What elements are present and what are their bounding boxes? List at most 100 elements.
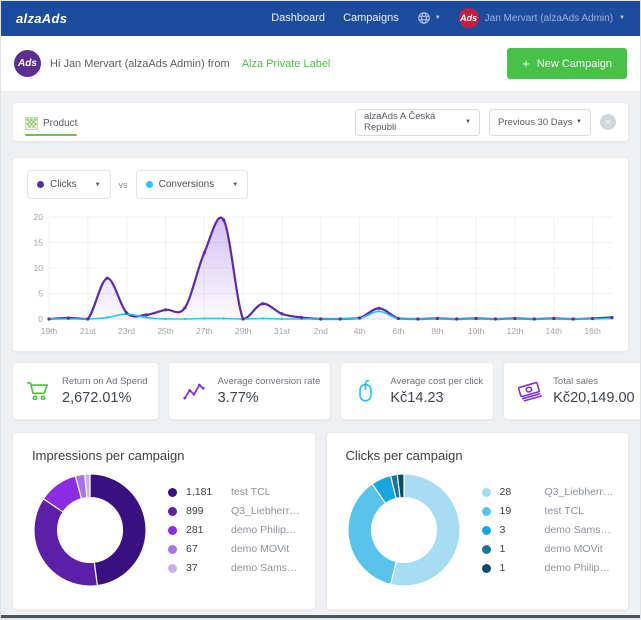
legend-item: 67demo MOVit	[168, 540, 301, 559]
stat-text: Total sales Kč20,149.00	[553, 376, 634, 406]
clicks-series-dot	[37, 181, 44, 188]
nav-campaigns[interactable]: Campaigns	[343, 12, 399, 24]
chevron-down-icon: ▼	[232, 182, 238, 188]
clicks-point	[572, 317, 575, 320]
legend-label: demo MOVit	[545, 543, 603, 555]
conversions-point	[223, 317, 225, 319]
donut-row: Impressions per campaign 1,181test TCL89…	[12, 432, 629, 610]
private-label-link[interactable]: Alza Private Label	[242, 58, 331, 70]
chevron-down-icon: ▼	[95, 182, 101, 188]
timeseries-chart-card: Clicks ▼ vs Conversions ▼ 0510152019th21…	[12, 157, 629, 352]
conversions-point	[164, 318, 166, 320]
legend-label: Q3_Liebherr_mrazá…	[231, 505, 301, 517]
legend-label: Q3_Liebherr_mrazá…	[545, 486, 615, 498]
clicks-point	[319, 317, 322, 320]
x-axis-label: 2nd	[314, 326, 328, 336]
clicks-point	[533, 317, 536, 320]
legend-item: 899 Q3_Liebherr_mrazá…	[168, 502, 301, 521]
clicks-point	[377, 307, 380, 310]
dashboard-content: Product alzaAds A Česká Republi ▼ Previo…	[0, 92, 641, 620]
clicks-point	[475, 317, 478, 320]
filter-bar: Product alzaAds A Česká Republi ▼ Previo…	[12, 102, 629, 142]
x-axis-label: 8th	[431, 326, 443, 336]
user-name: Jan Mervart (alzaAds Admin)	[485, 13, 613, 24]
conversions-point	[184, 318, 186, 320]
y-axis-label: 10	[34, 263, 44, 273]
vs-label: vs	[119, 180, 128, 190]
chevron-down-icon: ▼	[576, 119, 582, 125]
nav-dashboard[interactable]: Dashboard	[271, 12, 325, 24]
impressions-legend: 1,181 test TCL 899 Q3_Liebherr_mrazá… 281 dem…	[168, 483, 301, 578]
new-campaign-button[interactable]: + New Campaign	[507, 48, 627, 79]
stat-value: Kč14.23	[390, 390, 483, 406]
x-axis-label: 23rd	[118, 326, 135, 336]
legend-item: 1 demo MOVit	[482, 540, 615, 559]
active-tab-indicator	[25, 134, 77, 136]
legend-label: demo Samsung	[231, 562, 301, 574]
x-axis-label: 14th	[545, 326, 562, 336]
legend-value: 1	[500, 543, 536, 555]
legend-label: test TCL	[231, 486, 271, 498]
legend-label: demo Philips Hue	[231, 524, 301, 536]
stat-card-roas: Return on Ad Spend 2,672.01%	[12, 362, 159, 420]
user-menu[interactable]: Ads Jan Mervart (alzaAds Admin) ▼	[459, 8, 625, 28]
legend-value: 281	[186, 524, 222, 536]
clicks-point	[164, 308, 167, 311]
legend-dot	[482, 526, 491, 535]
legend-value: 1	[500, 562, 536, 574]
language-menu[interactable]: ▼	[417, 11, 441, 25]
clicks-point	[222, 219, 225, 222]
legend-label: demo MOVit	[231, 543, 289, 555]
chevron-down-icon: ▼	[619, 15, 625, 21]
tab-product[interactable]: Product	[25, 109, 77, 136]
date-range-select[interactable]: Previous 30 Days ▼	[489, 109, 591, 136]
clicks-body: 28Q3_Liebherr_mrazá…19test TCL3demo Sams…	[341, 472, 615, 588]
legend-item: 19test TCL	[482, 502, 615, 521]
clicks-point	[86, 317, 89, 320]
greeting-bar: Ads Hi Jan Mervart (alzaAds Admin) from …	[0, 36, 641, 92]
stat-card-conversion-rate: Average conversion rate 3.77%	[168, 362, 332, 420]
clicks-point	[416, 317, 419, 320]
donut-slice	[90, 474, 146, 586]
legend-dot	[482, 488, 491, 497]
navbar: alzaAds Dashboard Campaigns ▼ Ads Jan Me…	[0, 0, 641, 36]
globe-icon	[417, 11, 431, 25]
legend-value: 1,181	[186, 486, 222, 498]
stat-label: Average cost per click	[390, 376, 483, 387]
clicks-point	[591, 317, 594, 320]
stat-label: Return on Ad Spend	[62, 376, 148, 387]
chevron-down-icon: ▼	[435, 15, 441, 21]
conversions-point	[281, 318, 283, 320]
conversions-series-select[interactable]: Conversions ▼	[136, 170, 249, 199]
legend-dot	[168, 488, 177, 497]
legend-dot	[168, 564, 177, 573]
conversions-point	[145, 316, 147, 318]
x-axis-label: 27th	[196, 326, 213, 336]
x-axis-label: 21st	[80, 326, 97, 336]
legend-item: 37demo Samsung	[168, 559, 301, 578]
legend-value: 899	[186, 505, 222, 517]
stats-row: Return on Ad Spend 2,672.01% Average con…	[12, 362, 629, 420]
legend-value: 19	[500, 505, 536, 517]
clear-filters-button[interactable]: ✕	[600, 114, 616, 130]
stat-text: Return on Ad Spend 2,672.01%	[62, 376, 148, 406]
conversions-series-dot	[146, 181, 153, 188]
cart-icon	[23, 378, 53, 404]
clicks-point	[494, 317, 497, 320]
new-campaign-label: New Campaign	[537, 58, 612, 70]
conversions-point	[261, 317, 263, 319]
clicks-vs-conversions-chart: 0510152019th21st23rd25th27th29th31st2nd4…	[23, 207, 618, 347]
stat-value: 3.77%	[218, 390, 321, 406]
account-select[interactable]: alzaAds A Česká Republi ▼	[355, 109, 480, 136]
legend-dot	[482, 545, 491, 554]
stat-text: Average conversion rate 3.77%	[218, 376, 321, 406]
x-axis-label: 6th	[393, 326, 405, 336]
clicks-title: Clicks per campaign	[346, 448, 615, 463]
chevron-down-icon: ▼	[465, 119, 471, 125]
clicks-series-select[interactable]: Clicks ▼	[27, 170, 111, 199]
clicks-point	[339, 317, 342, 320]
clicks-point	[610, 316, 613, 319]
brand-logo[interactable]: alzaAds	[16, 11, 67, 26]
legend-item: 28Q3_Liebherr_mrazá…	[482, 483, 615, 502]
clicks-point	[106, 277, 109, 280]
